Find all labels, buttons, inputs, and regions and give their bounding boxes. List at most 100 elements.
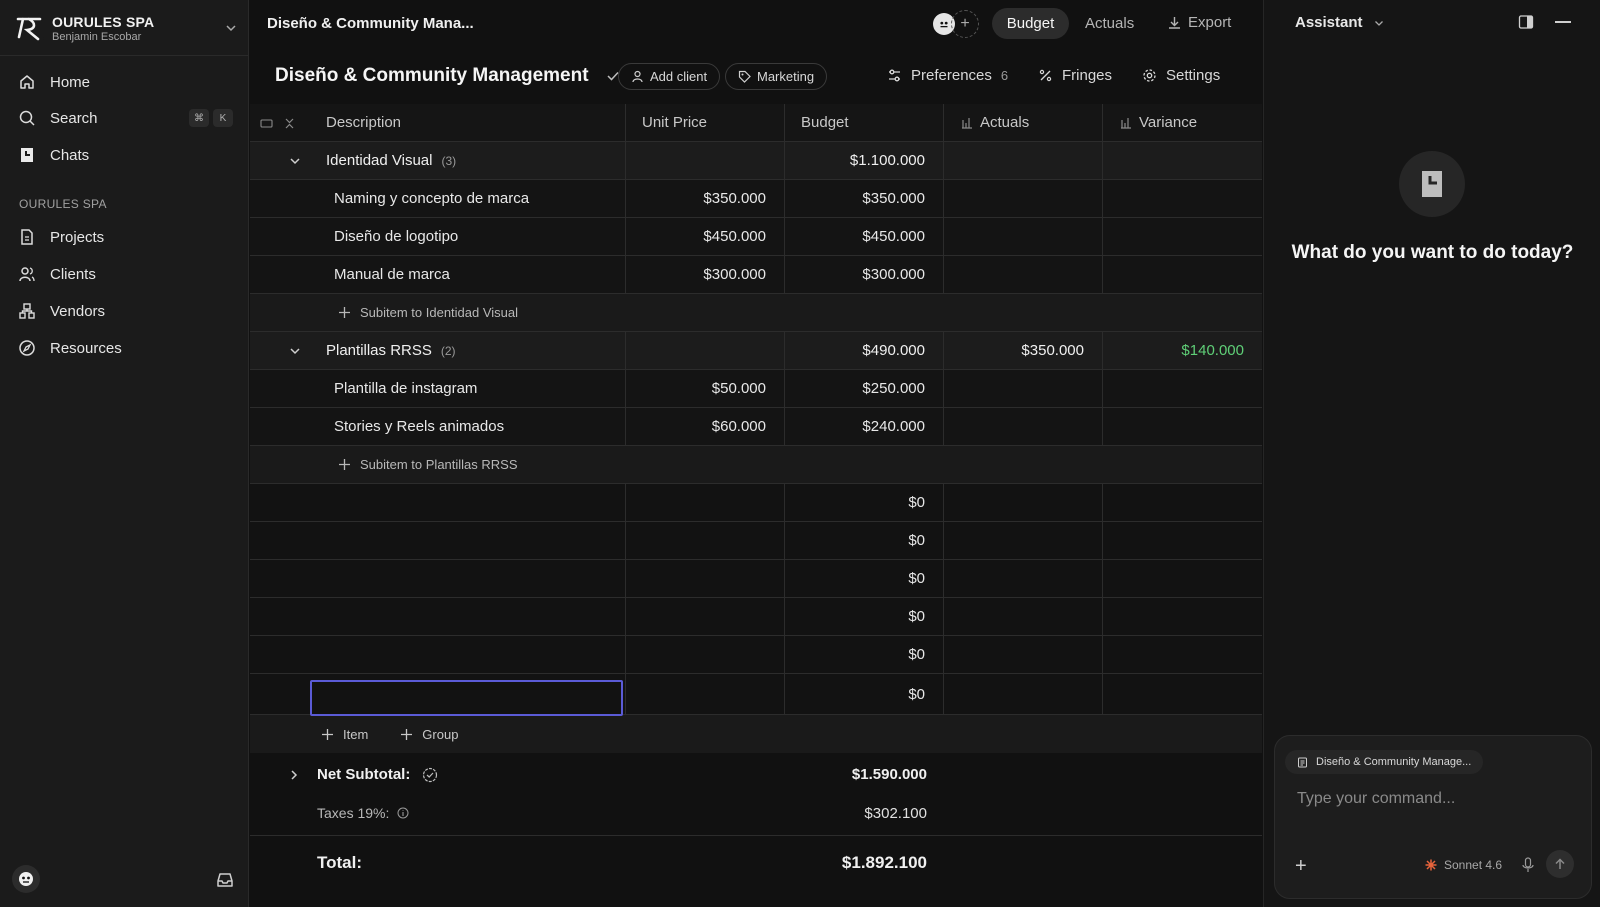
table-row[interactable]: $0 — [250, 522, 1262, 560]
collapse-all-icon[interactable] — [260, 117, 273, 130]
budget-cell[interactable]: $240.000 — [785, 408, 944, 445]
variance-cell[interactable]: $140.000 — [1181, 342, 1244, 359]
context-chip[interactable]: Diseño & Community Manage... — [1285, 750, 1484, 774]
budget-cell[interactable]: $0 — [785, 636, 944, 673]
settings-button[interactable]: Settings — [1142, 67, 1220, 84]
description-cell[interactable] — [250, 484, 626, 521]
unit-price-cell[interactable]: $60.000 — [626, 408, 785, 445]
add-subitem-button[interactable]: Subitem to Plantillas RRSS — [250, 446, 750, 483]
col-actuals[interactable]: Actuals — [944, 104, 1103, 141]
preferences-button[interactable]: Preferences 6 — [887, 67, 1008, 84]
command-input[interactable] — [1297, 786, 1577, 812]
variance-cell[interactable] — [1103, 218, 1262, 255]
col-unit-price[interactable]: Unit Price — [626, 104, 785, 141]
actuals-cell[interactable]: $350.000 — [944, 332, 1103, 369]
dock-panel-icon[interactable] — [1518, 14, 1534, 30]
description-cell[interactable]: Naming y concepto de marca — [250, 180, 626, 217]
fringes-button[interactable]: Fringes — [1038, 67, 1112, 84]
budget-cell[interactable]: $490.000 — [785, 332, 944, 369]
actuals-cell[interactable] — [944, 142, 1103, 179]
table-row[interactable]: $0 — [250, 598, 1262, 636]
budget-cell[interactable]: $0 — [785, 674, 944, 714]
user-avatar[interactable] — [12, 865, 40, 893]
chevron-down-icon[interactable] — [288, 154, 302, 168]
budget-cell[interactable]: $250.000 — [785, 370, 944, 407]
actuals-cell[interactable] — [944, 256, 1103, 293]
table-row[interactable]: $0 — [250, 560, 1262, 598]
description-cell[interactable] — [250, 598, 626, 635]
actuals-cell[interactable] — [944, 674, 1103, 714]
export-button[interactable]: Export — [1167, 14, 1231, 31]
description-cell[interactable] — [250, 522, 626, 559]
budget-cell[interactable]: $300.000 — [785, 256, 944, 293]
sidebar-item-projects[interactable]: Projects — [8, 221, 241, 253]
add-client-button[interactable]: Add client — [618, 63, 721, 90]
table-row[interactable]: $0 — [250, 636, 1262, 674]
actuals-cell[interactable] — [944, 370, 1103, 407]
sidebar-item-vendors[interactable]: Vendors — [8, 295, 241, 327]
description-cell[interactable]: Diseño de logotipo — [250, 218, 626, 255]
check-icon[interactable] — [605, 68, 621, 84]
expand-collapse-icon[interactable] — [283, 117, 296, 130]
budget-cell[interactable]: $450.000 — [785, 218, 944, 255]
sidebar-item-clients[interactable]: Clients — [8, 258, 241, 290]
col-budget[interactable]: Budget — [785, 104, 944, 141]
sidebar-item-home[interactable]: Home — [8, 66, 241, 98]
variance-cell[interactable] — [1103, 370, 1262, 407]
add-subitem-row[interactable]: Subitem to Plantillas RRSS — [250, 446, 1262, 484]
page-title[interactable]: Diseño & Community Management — [275, 65, 589, 86]
budget-cell[interactable]: $1.100.000 — [785, 142, 944, 179]
table-row[interactable]: Manual de marca $300.000 $300.000 — [250, 256, 1262, 294]
model-selector[interactable]: Sonnet 4.6 — [1425, 858, 1502, 872]
actuals-cell[interactable] — [944, 218, 1103, 255]
variance-cell[interactable] — [1103, 598, 1262, 635]
chevron-right-icon[interactable] — [287, 768, 301, 782]
sidebar-item-chats[interactable]: Chats — [8, 139, 241, 171]
table-row[interactable]: $0 — [250, 484, 1262, 522]
budget-cell[interactable]: $0 — [785, 522, 944, 559]
minimize-icon[interactable] — [1555, 21, 1571, 23]
actuals-cell[interactable] — [944, 180, 1103, 217]
group-name-cell[interactable]: Identidad Visual (3) — [250, 142, 626, 179]
actuals-cell[interactable] — [944, 522, 1103, 559]
variance-cell[interactable] — [1103, 408, 1262, 445]
collaborator-avatar[interactable] — [933, 13, 955, 35]
unit-price-cell[interactable] — [626, 674, 785, 714]
actuals-cell[interactable] — [944, 560, 1103, 597]
add-subitem-button[interactable]: Subitem to Identidad Visual — [250, 294, 750, 331]
add-item-button[interactable]: Item — [321, 727, 368, 742]
unit-price-cell[interactable] — [626, 332, 785, 369]
unit-price-cell[interactable]: $450.000 — [626, 218, 785, 255]
description-cell[interactable]: Plantilla de instagram — [250, 370, 626, 407]
unit-price-cell[interactable]: $50.000 — [626, 370, 785, 407]
budget-cell[interactable]: $0 — [785, 598, 944, 635]
tag-marketing[interactable]: Marketing — [725, 63, 828, 90]
unit-price-cell[interactable] — [626, 636, 785, 673]
actuals-cell[interactable] — [944, 484, 1103, 521]
unit-price-cell[interactable] — [626, 522, 785, 559]
add-group-button[interactable]: Group — [400, 727, 458, 742]
verified-icon[interactable] — [422, 767, 438, 783]
org-switcher[interactable]: OURULES SPA Benjamin Escobar — [14, 10, 238, 46]
info-icon[interactable] — [397, 807, 409, 819]
col-variance[interactable]: Variance — [1103, 104, 1262, 141]
tab-actuals[interactable]: Actuals — [1085, 15, 1135, 32]
group-name-cell[interactable]: Plantillas RRSS (2) — [250, 332, 626, 369]
add-collaborator-button[interactable]: + — [951, 10, 979, 38]
microphone-icon[interactable] — [1521, 857, 1535, 873]
unit-price-cell[interactable] — [626, 560, 785, 597]
budget-cell[interactable]: $350.000 — [785, 180, 944, 217]
unit-price-cell[interactable]: $300.000 — [626, 256, 785, 293]
table-row[interactable]: Diseño de logotipo $450.000 $450.000 — [250, 218, 1262, 256]
attach-button[interactable]: + — [1295, 855, 1307, 877]
variance-cell[interactable] — [1103, 674, 1262, 714]
col-description[interactable]: Description — [250, 104, 626, 141]
description-cell[interactable]: Stories y Reels animados — [250, 408, 626, 445]
chevron-down-icon[interactable] — [288, 344, 302, 358]
variance-cell[interactable] — [1103, 180, 1262, 217]
budget-cell[interactable]: $0 — [785, 484, 944, 521]
variance-cell[interactable] — [1103, 484, 1262, 521]
tab-budget[interactable]: Budget — [992, 8, 1069, 39]
group-row[interactable]: Plantillas RRSS (2) $490.000 $350.000 $14… — [250, 332, 1262, 370]
actuals-cell[interactable] — [944, 598, 1103, 635]
